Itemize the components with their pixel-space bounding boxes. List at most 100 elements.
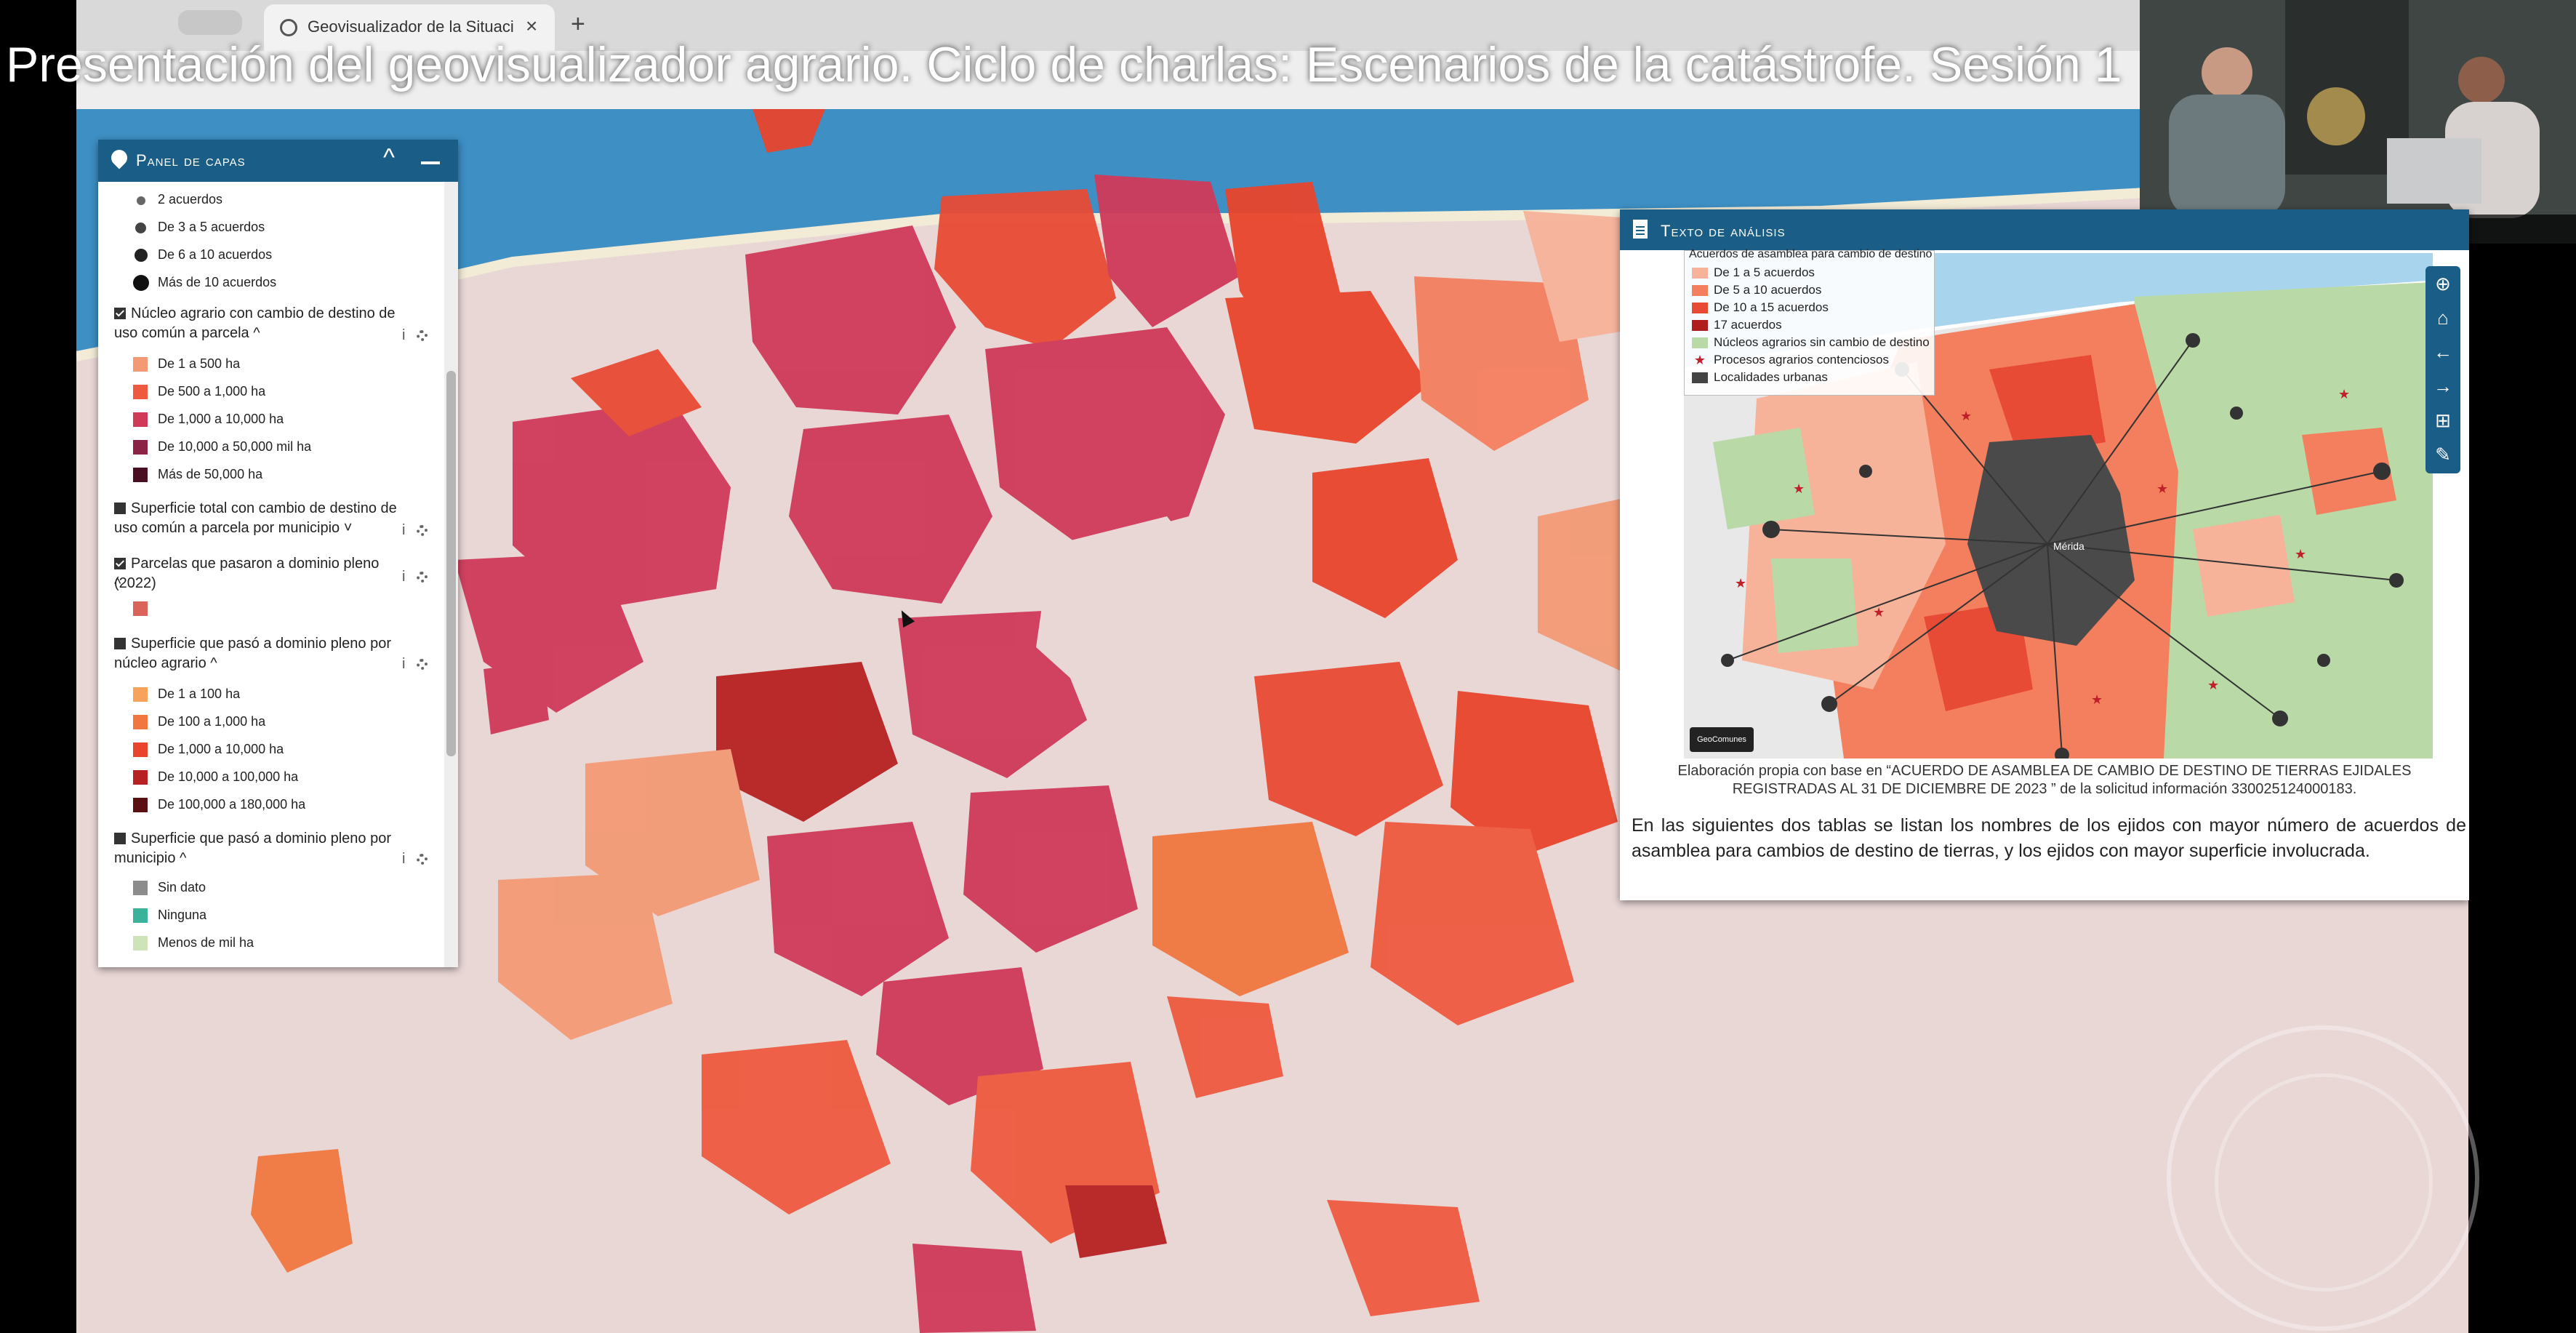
legend-label: De 5 a 10 acuerdos xyxy=(1714,283,1822,297)
checkbox-icon[interactable] xyxy=(114,638,126,649)
svg-text:★: ★ xyxy=(1735,576,1746,591)
legend-label: De 10,000 a 100,000 ha xyxy=(158,769,299,784)
layer-toggle-superficie-dominio-pleno-municipio[interactable]: Superficie que pasó a dominio pleno por … xyxy=(114,829,420,868)
layer-expand-caret[interactable]: ^ xyxy=(114,576,121,592)
legend-label: De 6 a 10 acuerdos xyxy=(158,247,273,262)
analysis-panel-title: Texto de análisis xyxy=(1661,222,1786,240)
layer-toggle-nucleo-agrario[interactable]: Núcleo agrario con cambio de destino de … xyxy=(114,304,420,343)
legend-label: 17 acuerdos xyxy=(1714,318,1782,332)
legend-label: De 3 a 5 acuerdos xyxy=(158,220,265,234)
unam-seal-watermark xyxy=(2167,1025,2479,1331)
legend-label: Procesos agrarios contenciosos xyxy=(1714,353,1889,367)
legend-title: Acuerdos de asamblea para cambio de dest… xyxy=(1689,248,1933,260)
city-label: Mérida xyxy=(2053,540,2085,552)
checkbox-icon[interactable] xyxy=(114,503,126,514)
legend-swatch xyxy=(133,936,148,950)
globe-icon xyxy=(280,19,297,36)
legend-label: De 100 a 1,000 ha xyxy=(158,714,266,729)
back-button[interactable]: ← xyxy=(2433,341,2452,363)
svg-text:★: ★ xyxy=(1873,605,1885,620)
forward-button[interactable]: → xyxy=(2433,375,2452,397)
svg-text:★: ★ xyxy=(2295,547,2306,561)
grid-button[interactable]: ⊞ xyxy=(2435,409,2451,431)
layer-title: Núcleo agrario con cambio de destino de … xyxy=(114,305,396,341)
gear-icon[interactable] xyxy=(417,854,428,865)
svg-text:★: ★ xyxy=(2091,692,2103,707)
legend-swatch xyxy=(133,468,148,482)
gear-icon[interactable] xyxy=(417,525,428,536)
layers-panel-title: Panel de capas xyxy=(136,151,246,169)
info-icon[interactable]: i xyxy=(402,851,406,867)
checkbox-icon[interactable] xyxy=(114,833,126,844)
info-icon[interactable]: i xyxy=(402,327,406,343)
legend-label: De 1 a 500 ha xyxy=(158,356,241,371)
legend-swatch xyxy=(1692,285,1708,296)
sea-area xyxy=(76,109,2468,356)
legend-swatch xyxy=(133,385,148,399)
layer-actions: i xyxy=(402,522,438,539)
legend-label: De 100,000 a 180,000 ha xyxy=(158,797,306,812)
checkbox-icon[interactable] xyxy=(114,308,126,319)
layer-actions: i xyxy=(402,569,438,585)
info-icon[interactable]: i xyxy=(402,569,406,585)
layer-title: Superficie que pasó a dominio pleno por … xyxy=(114,636,392,671)
seal-inner-ring xyxy=(2215,1073,2433,1292)
legend-label: Ninguna xyxy=(158,908,207,922)
analysis-map-legend: Acuerdos de asamblea para cambio de dest… xyxy=(1684,248,1935,396)
legend-swatch xyxy=(133,440,148,455)
zoom-globe-button[interactable]: ⊕ xyxy=(2435,273,2451,295)
tab-title: Geovisualizador de la Situaci xyxy=(308,17,514,36)
legend-label: De 1,000 a 10,000 ha xyxy=(158,742,284,756)
figure-caption: Elaboración propia con base en “ACUERDO … xyxy=(1677,763,2412,797)
layers-scrollbar[interactable] xyxy=(444,182,458,967)
map-pin-icon xyxy=(108,146,131,169)
legend-label: De 10 a 15 acuerdos xyxy=(1714,300,1829,314)
legend-swatch xyxy=(133,881,148,895)
gear-icon[interactable] xyxy=(417,572,428,583)
new-tab-button[interactable]: + xyxy=(571,10,585,38)
legend-label: De 500 a 1,000 ha xyxy=(158,384,266,399)
webcam-video xyxy=(2140,0,2576,244)
svg-text:★: ★ xyxy=(2338,387,2350,401)
checkbox-icon[interactable] xyxy=(114,558,126,569)
layer-title: Superficie total con cambio de destino d… xyxy=(114,500,397,536)
layers-panel: Panel de capas ^ 2 acuerdos De 3 a 5 acu… xyxy=(98,140,458,967)
legend-label: 2 acuerdos xyxy=(158,192,223,207)
legend-swatch xyxy=(1692,337,1708,348)
tab-close-button[interactable]: × xyxy=(526,15,538,37)
legend-label: De 1 a 100 ha xyxy=(158,686,241,701)
layers-panel-header: Panel de capas ^ xyxy=(98,140,458,182)
legend-swatch xyxy=(1692,372,1708,383)
layer-toggle-superficie-total[interactable]: Superficie total con cambio de destino d… xyxy=(114,499,420,538)
info-icon[interactable]: i xyxy=(402,656,406,672)
layer-toggle-parcelas-dominio-pleno[interactable]: Parcelas que pasaron a dominio pleno (20… xyxy=(114,554,420,593)
svg-text:★: ★ xyxy=(1793,481,1805,496)
tab-overview-button[interactable] xyxy=(178,10,242,35)
collapse-panel-button[interactable]: ^ xyxy=(383,144,395,172)
draw-button[interactable]: ✎ xyxy=(2435,444,2451,465)
legend-swatch xyxy=(133,742,148,757)
layer-toggle-superficie-dominio-pleno-nucleo[interactable]: Superficie que pasó a dominio pleno por … xyxy=(114,634,420,673)
legend-swatch xyxy=(133,357,148,372)
svg-text:★: ★ xyxy=(2156,481,2168,496)
gear-icon[interactable] xyxy=(417,659,428,670)
legend-label: De 1,000 a 10,000 ha xyxy=(158,412,284,426)
layer-title: Superficie que pasó a dominio pleno por … xyxy=(114,830,392,866)
document-icon xyxy=(1633,220,1648,239)
minimize-panel-button[interactable] xyxy=(421,161,440,164)
layer-title: Parcelas que pasaron a dominio pleno (20… xyxy=(114,556,380,591)
gear-icon[interactable] xyxy=(417,330,428,341)
info-icon[interactable]: i xyxy=(402,522,406,538)
legend-label: De 10,000 a 50,000 mil ha xyxy=(158,439,312,454)
browser-tab[interactable]: Geovisualizador de la Situaci × xyxy=(264,4,555,51)
legend-swatch xyxy=(133,908,148,923)
legend-label: Más de 50,000 ha xyxy=(158,467,263,481)
scrollbar-thumb[interactable] xyxy=(446,371,456,756)
map-canvas[interactable] xyxy=(76,109,2468,1333)
home-button[interactable]: ⌂ xyxy=(2437,307,2449,329)
legend-swatch xyxy=(133,412,148,427)
legend-swatch xyxy=(133,798,148,812)
license-badge: GeoComunes xyxy=(1690,727,1754,752)
address-bar[interactable] xyxy=(76,51,2439,109)
legend-swatch xyxy=(133,687,148,702)
